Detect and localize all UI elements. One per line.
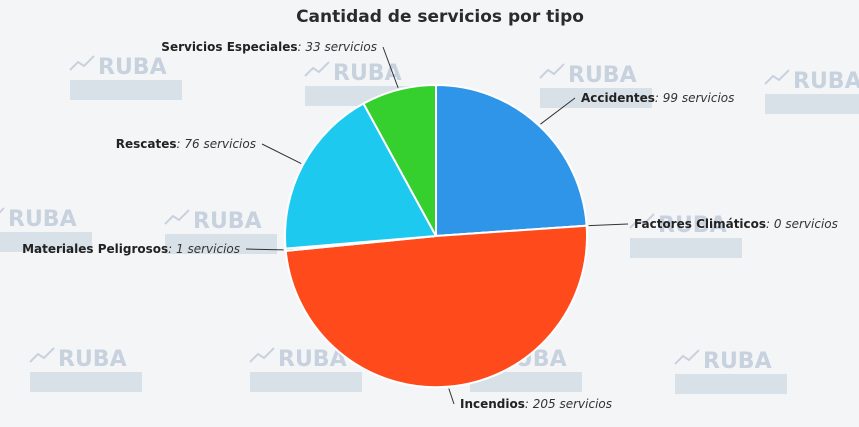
watermark-text: RUBA [193,209,262,234]
slice-label-name: Servicios Especiales [161,40,297,54]
label-connector [261,143,302,165]
chart-trend-icon [674,349,700,365]
watermark-logo: RUBA [764,69,859,114]
chart-trend-icon [29,347,55,363]
watermark-logo: RUBA [249,347,362,392]
pie-slice-incendios[interactable] [284,224,589,389]
watermark-logo: RUBA [29,347,142,392]
watermark-banner [765,94,859,114]
chart-trend-icon [164,209,190,225]
watermark-banner [30,372,142,392]
slice-label: Incendios: 205 servicios [460,397,612,411]
pie-slice-rescates[interactable] [284,102,438,250]
watermark-banner [70,80,182,100]
slice-label-name: Incendios [460,397,525,411]
watermark-banner [250,372,362,392]
slice-label-name: Accidentes [581,91,655,105]
watermark-text: RUBA [278,347,347,372]
slice-label-value: : 205 servicios [525,397,612,411]
watermark-text: RUBA [58,347,127,372]
pie-slices [284,83,589,389]
chart-trend-icon [629,213,655,229]
slice-label-name: Materiales Peligrosos [22,242,168,256]
watermark-banner [470,372,582,392]
chart-trend-icon [764,69,790,85]
watermark-text: RUBA [8,207,77,232]
slice-label: Factores Climáticos: 0 servicios [634,217,838,231]
watermark-logo: RUBA [629,213,742,258]
watermark-logo: RUBA [69,55,182,100]
pie-slice-servicios-especiales[interactable] [362,83,437,237]
watermark-text: RUBA [658,213,727,238]
slice-label-value: : 99 servicios [655,91,734,105]
chart-trend-icon [539,63,565,79]
label-connector [540,97,576,125]
chart-title: Cantidad de servicios por tipo [296,7,584,27]
chart-trend-icon [0,207,5,214]
watermark-logo: RUBA [674,349,787,394]
watermark-text: RUBA [703,349,772,374]
watermark-text: RUBA [98,55,167,80]
slice-label-value: : 1 servicios [168,242,240,256]
watermark-logo: RUBA [0,207,92,252]
slice-label: Rescates: 76 servicios [116,137,256,151]
watermark-banner [0,232,92,252]
chart-trend-icon [249,347,275,363]
watermark-text: RUBA [568,63,637,88]
chart-trend-icon [304,61,330,77]
slice-labels: Accidentes: 99 servicios Factores Climáti… [22,40,838,411]
label-connectors [245,46,629,405]
chart-trend-icon [69,55,95,71]
watermark-text: RUBA [793,69,859,94]
watermark-text: RUBA [333,61,402,86]
label-connector [588,223,629,227]
label-connector [382,46,399,88]
slice-label: Servicios Especiales: 33 servicios [161,40,377,54]
slice-label-name: Rescates [116,137,177,151]
slice-label-name: Factores Climáticos [634,217,766,231]
label-connector [245,248,284,251]
slice-label: Materiales Peligrosos: 1 servicios [22,242,240,256]
label-connector [448,388,455,405]
watermark-banner [630,238,742,258]
slice-label-value: : 33 servicios [298,40,377,54]
watermark-banner [675,374,787,394]
slice-label: Accidentes: 99 servicios [581,91,734,105]
pie-slice-accidentes[interactable] [435,83,588,238]
slice-label-value: : 76 servicios [177,137,256,151]
slice-label-value: : 0 servicios [766,217,838,231]
